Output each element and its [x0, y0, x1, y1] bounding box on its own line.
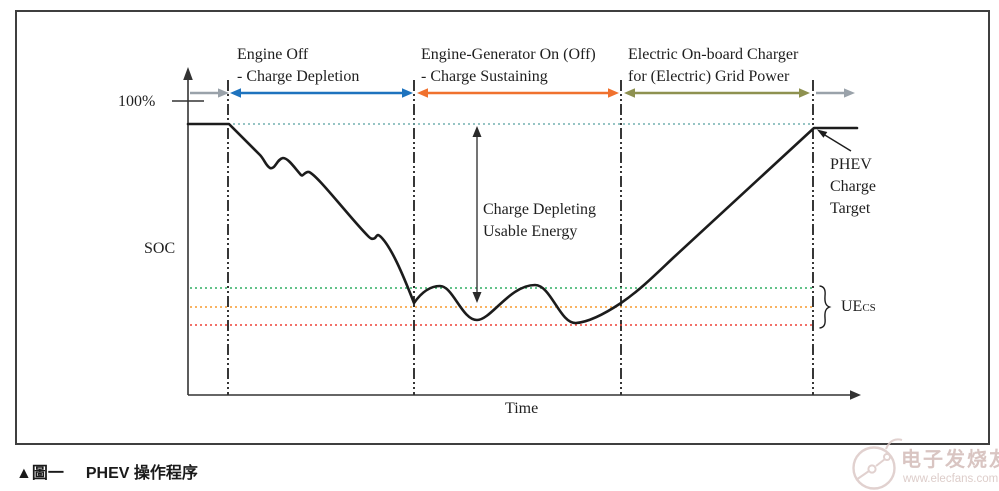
figure-caption-marker: ▲圖一	[16, 465, 64, 482]
phase3-arrow	[624, 88, 810, 98]
cd-usable-energy-label: Charge Depleting Usable Energy	[483, 199, 596, 243]
watermark-url: www.elecfans.com	[902, 473, 998, 485]
lead-out-arrow	[816, 88, 855, 98]
phev-target-pointer	[817, 129, 852, 152]
watermark-brand: 电子发烧友	[901, 447, 999, 471]
phev-target-line2: Charge	[830, 178, 876, 195]
y-axis-label: SOC	[144, 240, 176, 257]
phase3-line1: Electric On-board Charger	[628, 46, 799, 63]
phase2-label: Engine-Generator On (Off) - Charge Susta…	[421, 44, 596, 88]
figure-border-box	[15, 10, 990, 445]
phase1-arrow	[230, 88, 413, 98]
figure-caption-title: PHEV 操作程序	[85, 465, 198, 482]
phase-boundary-lines	[227, 80, 814, 395]
y-axis-arrowhead	[183, 67, 193, 80]
figure-caption: ▲圖一 PHEV 操作程序	[16, 459, 198, 483]
reference-lines	[190, 123, 812, 326]
phev-target-line3: Target	[830, 200, 871, 217]
y-100-label: 100%	[118, 93, 156, 110]
phev-target-line1: PHEV	[830, 156, 872, 173]
cd-usable-energy-arrow	[472, 126, 482, 303]
phase2-line1: Engine-Generator On (Off)	[421, 46, 596, 63]
phase2-arrow	[417, 88, 619, 98]
phev-target-label: PHEV Charge Target	[830, 154, 876, 220]
phase1-label: Engine Off - Charge Depletion	[237, 44, 359, 88]
watermark-logo	[852, 438, 903, 490]
ue-cs-label: UECS	[841, 296, 876, 319]
ue-cs-brace	[819, 285, 832, 329]
x-axis-label: Time	[505, 400, 539, 417]
x-axis-arrowhead	[850, 390, 861, 400]
cd-usable-energy-line1: Charge Depleting	[483, 201, 597, 218]
y-axis	[172, 74, 204, 395]
phase2-line2: - Charge Sustaining	[421, 68, 548, 85]
lead-in-arrow	[190, 88, 229, 98]
phase3-label: Electric On-board Charger for (Electric)…	[628, 44, 798, 88]
soc-curve	[186, 122, 859, 325]
cd-usable-energy-line2: Usable Energy	[483, 223, 578, 240]
ue-cs-main: UE	[841, 298, 863, 315]
phase1-line1: Engine Off	[237, 46, 309, 63]
ue-cs-sub: CS	[862, 302, 876, 314]
phase1-line2: - Charge Depletion	[237, 68, 360, 85]
phase3-line2: for (Electric) Grid Power	[628, 68, 790, 85]
